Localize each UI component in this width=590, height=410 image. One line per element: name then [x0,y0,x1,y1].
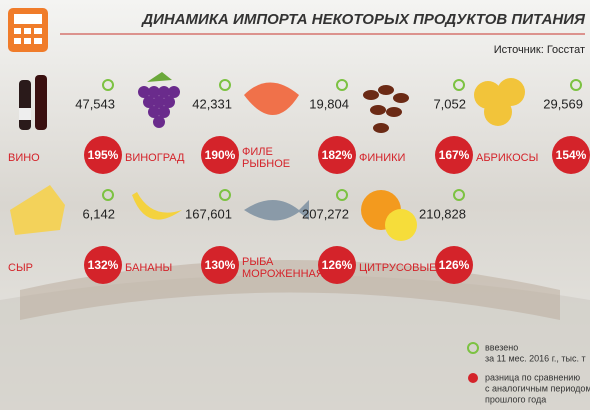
change-value: 132% [88,258,119,272]
apricot [497,78,525,106]
import-value: 6,142 [82,206,115,221]
check-icon [570,79,582,91]
grape [168,86,180,98]
legend-text: прошлого года [485,394,546,404]
change-value: 154% [556,148,587,162]
product-name: СЫР [8,262,33,274]
change-value: 126% [439,258,470,272]
wine-bottle [19,80,31,130]
grape-leaf [147,72,172,82]
grape [153,96,165,108]
date [386,107,402,117]
check-icon [219,189,231,201]
date [378,85,394,95]
change-value: 195% [88,148,119,162]
change-badge [318,136,356,174]
check-icon [102,189,114,201]
product-name: ВИНО [8,152,40,164]
change-badge [435,246,473,284]
change-badge [84,246,122,284]
import-value: 42,331 [192,96,232,111]
change-value: 190% [205,148,236,162]
source: Источник: Госстат [494,44,585,56]
legend-check [467,342,479,354]
check-icon [453,79,465,91]
import-value: 207,272 [302,206,349,221]
change-badge [201,136,239,174]
fish-fillet [244,82,299,115]
display-case-goods [20,260,560,320]
grape [138,86,150,98]
lemon [385,209,417,241]
change-badge [201,246,239,284]
banana [132,192,182,220]
legend-text: за 11 мес. 2016 г., тыс. т [485,353,586,363]
product-name: БАНАНЫ [125,262,172,274]
change-badge [84,136,122,174]
import-value: 19,804 [309,96,349,111]
grape [148,86,160,98]
date [370,105,386,115]
change-badge [435,136,473,174]
calculator-screen [14,14,42,24]
check-icon [219,79,231,91]
import-value: 7,052 [433,96,466,111]
product-name: РЫБА [242,256,274,268]
import-value: 210,828 [419,206,466,221]
change-value: 130% [205,258,236,272]
grape [158,106,170,118]
calculator-keys [14,28,42,44]
product-name: ВИНОГРАД [125,152,185,164]
product-name: МОРОЖЕННАЯ [242,268,324,280]
grape [148,106,160,118]
change-value: 167% [439,148,470,162]
legend-text: ввезено [485,342,518,352]
grape [143,96,155,108]
check-icon [336,189,348,201]
check-icon [336,79,348,91]
display-case [0,275,590,410]
change-value: 126% [322,258,353,272]
title: ДИНАМИКА ИМПОРТА НЕКОТОРЫХ ПРОДУКТОВ ПИТ… [140,11,586,28]
product-name: ФИНИКИ [359,152,405,164]
import-value: 47,543 [75,96,115,111]
change-value: 182% [322,148,353,162]
cheese [10,185,65,235]
change-badge [552,136,590,174]
wine-bottle [35,75,47,130]
date [373,123,389,133]
legend-text: с аналогичным периодом [485,383,590,393]
check-icon [102,79,114,91]
product-name: ФИЛЕ [242,146,273,158]
check-icon [453,189,465,201]
date [363,90,379,100]
grape [163,96,175,108]
wine-label [19,108,31,120]
grape [153,116,165,128]
import-value: 29,569 [543,96,583,111]
legend-dot [468,373,478,383]
fish [244,200,309,221]
product-name: РЫБНОЕ [242,158,290,170]
legend-text: разница по сравнению [485,372,580,382]
date [393,93,409,103]
change-badge [318,246,356,284]
product-name: АБРИКОСЫ [476,152,538,164]
apricot [484,98,512,126]
product-name: ЦИТРУСОВЫЕ [359,262,437,274]
grape [158,86,170,98]
import-value: 167,601 [185,206,232,221]
